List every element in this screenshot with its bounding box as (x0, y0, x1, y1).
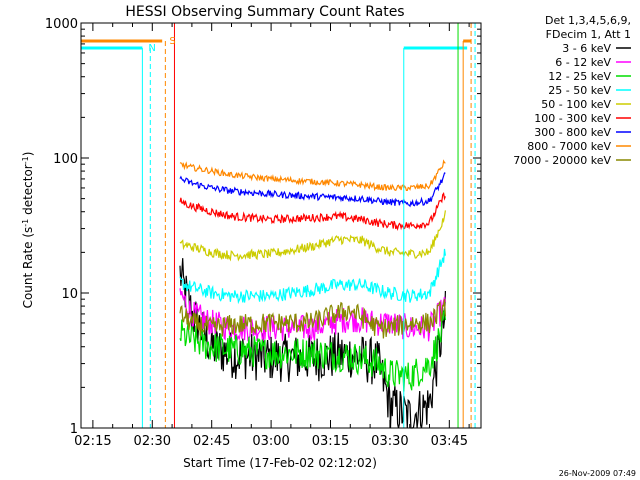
legend-entry-label: 100 - 300 keV (534, 112, 611, 125)
series-line-9 (179, 298, 446, 339)
y-tick-label: 1 (70, 422, 78, 437)
chart-title: HESSI Observing Summary Count Rates (125, 4, 404, 20)
plot-frame (80, 22, 482, 429)
legend-entry-label: 25 - 50 keV (548, 84, 611, 97)
series-line-5 (179, 210, 446, 262)
series-line-7 (179, 172, 446, 208)
series-line-3 (179, 308, 446, 392)
footer-timestamp: 26-Nov-2009 07:49 (559, 469, 636, 478)
legend-header-line: FDecim 1, Att 1 (546, 28, 631, 41)
vertical-markers: NS (81, 23, 476, 428)
annotation-n: N (148, 43, 155, 54)
legend-entry-label: 300 - 800 keV (534, 126, 611, 139)
axes: 1 10 100 1000 02:15 02:30 02:45 03:00 03:15 03:30… (45, 17, 482, 449)
y-tick-label: 10 (61, 287, 78, 302)
legend-entry-label: 12 - 25 keV (548, 70, 611, 83)
legend-entry-label: 6 - 12 keV (555, 56, 611, 69)
x-tick-label: 02:45 (193, 434, 230, 449)
x-tick-label: 02:15 (74, 434, 111, 449)
series-group (179, 159, 446, 429)
legend-entry-label: 7000 - 20000 keV (513, 154, 611, 167)
x-axis-label: Start Time (17-Feb-02 02:12:02) (183, 456, 377, 470)
x-tick-label: 03:15 (312, 434, 349, 449)
annotation-s: S (169, 36, 175, 47)
legend-entry-label: 3 - 6 keV (562, 42, 611, 55)
y-tick-label: 100 (53, 152, 78, 167)
x-tick-label: 03:45 (431, 434, 468, 449)
x-tick-label: 03:00 (252, 434, 289, 449)
series-line-1 (179, 258, 446, 429)
legend-entry-label: 50 - 100 keV (541, 98, 611, 111)
series-line-6 (179, 192, 446, 232)
y-tick-label: 1000 (45, 17, 78, 32)
legend: Det 1,3,4,5,6,9,FDecim 1, Att 13 - 6 keV… (513, 14, 631, 167)
y-axis-label: Count Rate (s-1 detector-1) (21, 152, 36, 309)
series-line-8 (179, 159, 446, 192)
legend-header-line: Det 1,3,4,5,6,9, (545, 14, 631, 27)
series-line-2 (179, 288, 446, 342)
x-tick-label: 02:30 (134, 434, 171, 449)
series-line-4 (179, 248, 446, 305)
legend-entry-label: 800 - 7000 keV (527, 140, 611, 153)
x-tick-label: 03:30 (371, 434, 408, 449)
